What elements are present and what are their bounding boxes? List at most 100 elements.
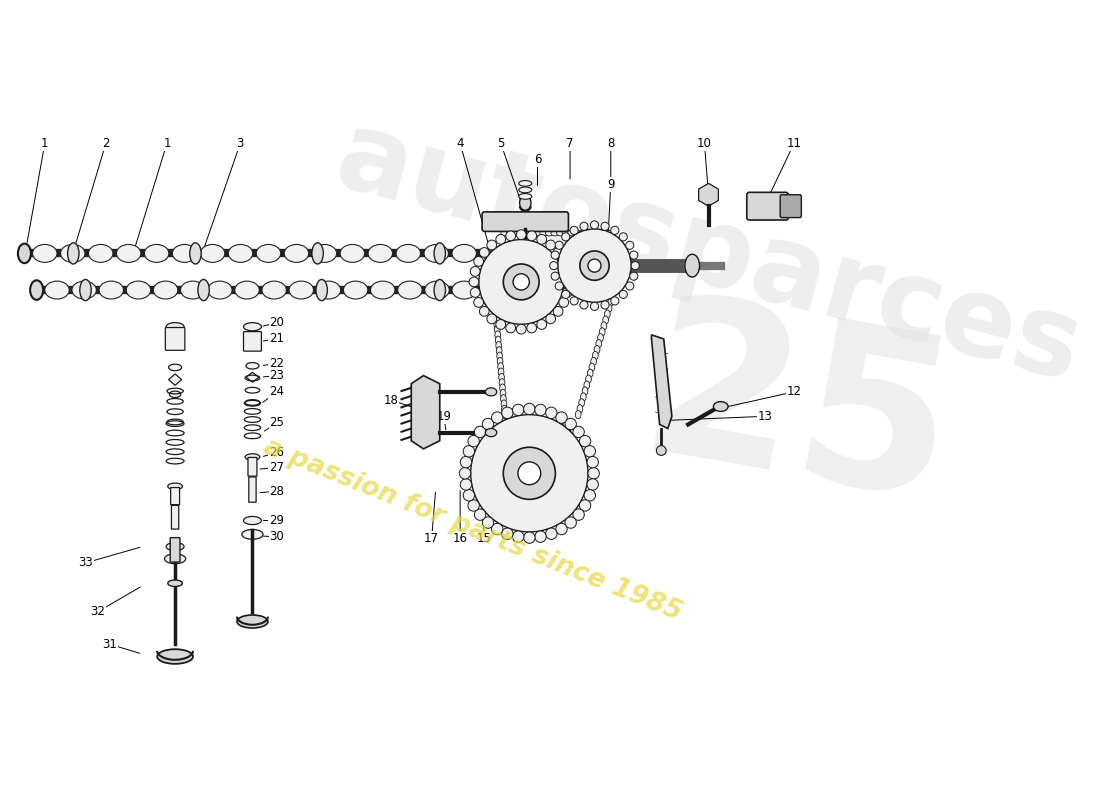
Ellipse shape (312, 245, 337, 262)
Circle shape (558, 229, 631, 302)
Ellipse shape (499, 378, 505, 387)
Ellipse shape (546, 230, 553, 236)
Ellipse shape (340, 245, 364, 262)
Ellipse shape (495, 331, 500, 339)
Circle shape (562, 287, 572, 298)
Ellipse shape (33, 245, 57, 262)
Circle shape (524, 532, 535, 543)
Circle shape (580, 222, 588, 230)
FancyBboxPatch shape (780, 194, 801, 218)
Ellipse shape (502, 410, 508, 418)
Circle shape (551, 272, 559, 280)
Text: 4: 4 (456, 137, 464, 150)
Circle shape (518, 462, 541, 485)
Text: 25: 25 (627, 284, 969, 549)
Ellipse shape (144, 245, 168, 262)
Text: 30: 30 (270, 530, 284, 543)
Circle shape (471, 414, 588, 532)
Ellipse shape (714, 402, 728, 411)
Text: autosparces: autosparces (324, 102, 1092, 404)
Circle shape (537, 319, 547, 330)
Ellipse shape (591, 358, 596, 366)
Circle shape (657, 446, 667, 455)
Ellipse shape (180, 281, 205, 299)
FancyBboxPatch shape (249, 477, 256, 502)
Text: 22: 22 (270, 357, 285, 370)
Circle shape (556, 523, 568, 534)
Ellipse shape (606, 304, 612, 312)
Circle shape (516, 230, 526, 239)
Ellipse shape (60, 245, 85, 262)
Ellipse shape (535, 230, 542, 236)
Text: 12: 12 (786, 386, 802, 398)
Circle shape (587, 478, 598, 490)
Circle shape (588, 467, 600, 479)
Circle shape (588, 259, 601, 272)
Ellipse shape (587, 369, 593, 378)
Circle shape (535, 404, 547, 416)
Circle shape (492, 523, 503, 534)
Ellipse shape (229, 245, 253, 262)
Circle shape (570, 297, 579, 305)
Ellipse shape (497, 352, 503, 360)
Ellipse shape (284, 245, 309, 262)
Ellipse shape (30, 280, 43, 300)
Ellipse shape (198, 279, 209, 301)
Ellipse shape (584, 230, 593, 236)
Ellipse shape (18, 244, 31, 263)
Circle shape (584, 490, 595, 501)
Ellipse shape (573, 230, 582, 236)
Circle shape (626, 282, 634, 290)
Ellipse shape (67, 243, 79, 264)
Ellipse shape (519, 187, 531, 193)
Circle shape (550, 262, 558, 270)
Ellipse shape (494, 320, 499, 328)
Circle shape (469, 277, 478, 287)
Ellipse shape (562, 230, 570, 236)
Circle shape (580, 435, 591, 447)
Ellipse shape (88, 245, 113, 262)
Ellipse shape (316, 279, 328, 301)
Ellipse shape (600, 328, 605, 336)
Circle shape (506, 323, 516, 333)
Ellipse shape (312, 243, 323, 264)
Ellipse shape (243, 517, 262, 525)
Ellipse shape (596, 340, 602, 348)
Ellipse shape (499, 384, 505, 392)
Polygon shape (168, 374, 182, 386)
Circle shape (546, 240, 556, 250)
Text: 20: 20 (270, 316, 284, 329)
FancyBboxPatch shape (482, 212, 569, 231)
Ellipse shape (452, 281, 476, 299)
Text: 1: 1 (163, 137, 170, 150)
Ellipse shape (540, 230, 548, 236)
Ellipse shape (396, 245, 420, 262)
Circle shape (474, 509, 486, 520)
Circle shape (482, 418, 494, 430)
Ellipse shape (518, 230, 526, 236)
Ellipse shape (506, 230, 515, 236)
Ellipse shape (166, 322, 184, 330)
FancyBboxPatch shape (165, 327, 185, 350)
Ellipse shape (485, 429, 497, 437)
Circle shape (580, 251, 609, 280)
Text: 5: 5 (497, 137, 505, 150)
Text: 23: 23 (270, 369, 284, 382)
Text: a passion for parts since 1985: a passion for parts since 1985 (260, 434, 685, 626)
FancyBboxPatch shape (170, 487, 179, 505)
Circle shape (562, 233, 570, 241)
Ellipse shape (498, 362, 504, 371)
Circle shape (527, 323, 537, 333)
Circle shape (535, 531, 547, 542)
Ellipse shape (579, 398, 584, 407)
Circle shape (619, 233, 627, 241)
Ellipse shape (497, 358, 503, 366)
Ellipse shape (498, 368, 504, 376)
Circle shape (482, 517, 494, 528)
Circle shape (496, 319, 506, 330)
Ellipse shape (425, 281, 449, 299)
Ellipse shape (485, 388, 497, 396)
Text: 7: 7 (566, 137, 574, 150)
Ellipse shape (582, 387, 587, 395)
Ellipse shape (603, 316, 608, 324)
